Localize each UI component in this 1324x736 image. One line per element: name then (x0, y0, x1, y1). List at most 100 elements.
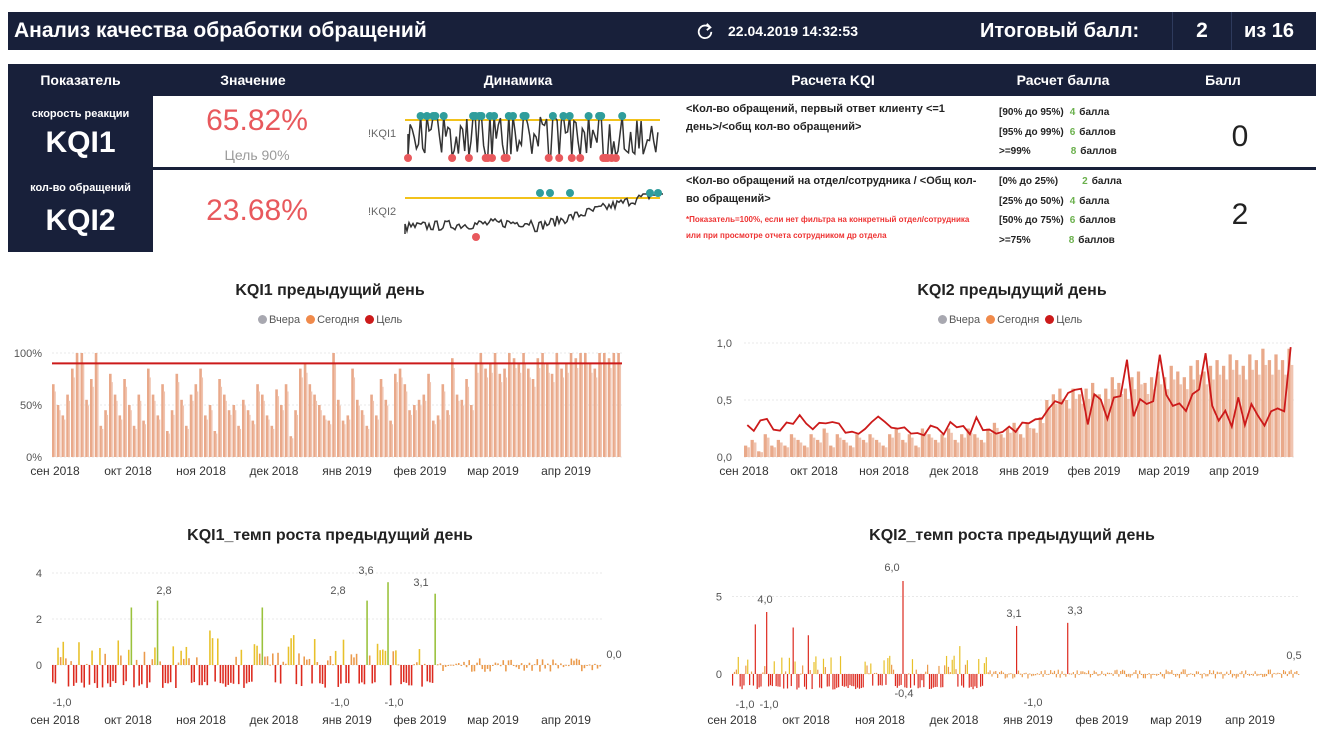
bar (361, 665, 363, 683)
bar (897, 432, 901, 457)
bar (1051, 672, 1054, 674)
bar (450, 664, 452, 666)
bar (522, 353, 525, 457)
bar (82, 363, 85, 457)
bar (1226, 671, 1228, 674)
bar (484, 368, 487, 457)
bar (940, 674, 942, 688)
chart-kqi1-growth: 0 2 4 сен 2018 окт 2018 ноя 2018 дек 2018 янв 2… (30, 565, 621, 727)
bar (476, 662, 478, 665)
bar (1146, 674, 1148, 675)
bar (1159, 384, 1163, 457)
bar (340, 665, 342, 684)
bar (614, 363, 617, 457)
bar (476, 372, 479, 457)
y-tick-label: 2 (36, 614, 42, 626)
timestamp: 22.04.2019 14:32:53 (728, 23, 858, 39)
bar (498, 373, 502, 457)
bar (355, 653, 358, 665)
bar (172, 414, 175, 457)
bar (598, 353, 601, 457)
bar (489, 363, 492, 457)
bar (446, 410, 449, 457)
bar (368, 655, 371, 665)
bar (443, 391, 446, 457)
bar (1127, 674, 1129, 677)
bar (910, 437, 914, 457)
bar (321, 665, 324, 685)
bar (898, 674, 900, 686)
bar (1256, 674, 1258, 677)
bar (457, 663, 460, 665)
bar (1221, 365, 1226, 457)
data-label: 0,5 (1286, 650, 1301, 662)
y-tick-label: 0,0 (717, 452, 732, 464)
bar (906, 674, 908, 688)
x-tick-label: мар 2019 (1138, 464, 1190, 478)
bar (83, 665, 85, 688)
bar (1061, 671, 1063, 674)
bar (933, 439, 938, 457)
bar (743, 674, 745, 686)
bar (1104, 674, 1107, 677)
bar (1021, 674, 1023, 678)
bar (1231, 674, 1234, 678)
bar (819, 674, 821, 688)
bar (766, 612, 768, 674)
bar (1195, 671, 1198, 674)
bar (847, 674, 849, 689)
bar (261, 394, 264, 457)
bar (1055, 674, 1057, 678)
bar (1195, 360, 1200, 457)
bar (1070, 673, 1073, 675)
bar (416, 662, 418, 665)
data-label: 3,1 (413, 577, 428, 589)
bar (816, 439, 820, 457)
bar (426, 665, 429, 682)
bar (460, 399, 464, 457)
refresh-icon[interactable] (696, 22, 714, 40)
bar (1212, 379, 1215, 457)
bar (1246, 674, 1249, 675)
bar (1175, 674, 1177, 677)
bar (1012, 674, 1014, 679)
bar (852, 447, 855, 457)
bar (523, 665, 525, 671)
bar (1257, 374, 1261, 457)
bar (788, 657, 790, 674)
bar (285, 663, 287, 665)
x-tick-label: ноя 2018 (176, 464, 226, 478)
bar (1036, 673, 1039, 675)
bar (310, 391, 313, 457)
bar (541, 353, 544, 457)
kqi2-formula: <Кол-во обращений на отдел/сотрудника / … (686, 175, 977, 205)
bar (565, 664, 567, 666)
bar (1171, 670, 1173, 674)
bar (175, 665, 177, 688)
bar (1169, 365, 1173, 457)
bar (54, 665, 57, 684)
bar (1172, 379, 1176, 457)
bar (350, 654, 353, 665)
bar (1140, 674, 1143, 675)
x-tick-label: сен 2018 (707, 713, 757, 727)
bar (379, 379, 383, 457)
bar (1071, 388, 1075, 457)
bar (78, 642, 80, 665)
spark-point-high (521, 112, 530, 120)
bar (470, 405, 473, 457)
bar (394, 373, 397, 457)
bar (1264, 364, 1268, 457)
bar (1074, 674, 1076, 678)
bar (549, 665, 552, 672)
bar (1122, 669, 1124, 674)
bar (560, 368, 563, 457)
bar (581, 363, 584, 457)
bar (398, 368, 402, 457)
bar (953, 439, 957, 457)
bar (919, 674, 921, 688)
bar (1107, 398, 1111, 457)
bar (227, 665, 230, 685)
bar (56, 405, 60, 457)
bar (974, 674, 976, 687)
